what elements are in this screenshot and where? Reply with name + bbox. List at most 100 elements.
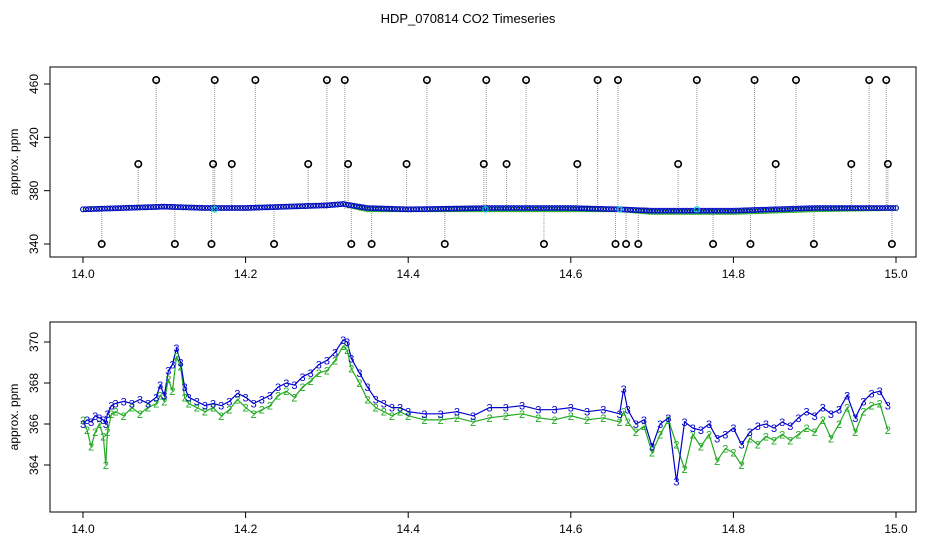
series-3-point-label: 3 xyxy=(621,384,627,396)
series-2-point-label: 2 xyxy=(397,407,403,419)
series-3-point xyxy=(169,204,176,210)
panel1-y-label: approx. ppm xyxy=(7,129,21,196)
flag-point xyxy=(539,240,548,249)
series-3-point xyxy=(819,205,826,211)
series-3-point xyxy=(803,205,810,212)
flag-point xyxy=(344,160,353,169)
series-2-point-label: 2 xyxy=(373,403,379,415)
series-3-point xyxy=(291,203,298,210)
series-3-point xyxy=(475,205,482,212)
series-3-point xyxy=(155,203,162,210)
series-3-point xyxy=(597,205,604,212)
series-3-point xyxy=(153,204,160,210)
series-2-point-label: 2 xyxy=(112,407,118,419)
series-3-point xyxy=(239,205,246,211)
series-2-point-label: 2 xyxy=(755,440,761,452)
series-3-point-label: 3 xyxy=(405,407,411,419)
series-3-point xyxy=(760,206,767,213)
series-3-point-label: 3 xyxy=(657,419,663,431)
series-3-point xyxy=(128,204,135,211)
series-3-point-label: 3 xyxy=(633,419,639,431)
series-3-point-label: 3 xyxy=(470,411,476,423)
series-3-point-label: 3 xyxy=(344,337,350,349)
series-3-point xyxy=(543,205,550,211)
series-3-point xyxy=(638,207,645,214)
series-3-point xyxy=(364,205,371,211)
series-3-point xyxy=(887,205,894,211)
series-3-point xyxy=(245,205,252,211)
panel1-y-axis: 340 380 420 460 xyxy=(27,74,51,254)
series-3-point-label: 3 xyxy=(291,380,297,392)
series-3-point xyxy=(773,206,780,213)
series-3-point-label: 3 xyxy=(820,403,826,415)
series-3-point xyxy=(432,205,439,212)
flag-point xyxy=(502,160,511,169)
series-3-point xyxy=(459,205,466,212)
series-3-point xyxy=(529,205,536,211)
series-3-point xyxy=(830,205,837,211)
series-3-point xyxy=(250,204,257,211)
series-3-point xyxy=(329,201,336,208)
series-3-point xyxy=(519,205,525,211)
series-3-point xyxy=(180,204,187,211)
series-3-point xyxy=(82,206,89,213)
series-3-point-label: 3 xyxy=(88,417,94,429)
series-3-point xyxy=(527,205,534,211)
series-2-point-label: 2 xyxy=(600,413,606,425)
series-3-point xyxy=(326,202,333,209)
series-3-point xyxy=(99,205,105,212)
series-2-point-label: 2 xyxy=(84,425,90,437)
series-3-point xyxy=(605,206,612,212)
series-3-point xyxy=(603,206,609,212)
series-2-point-label: 2 xyxy=(503,411,509,423)
series-3-point xyxy=(299,203,306,210)
series-2-point-label: 2 xyxy=(80,415,86,427)
panel1-series-layer xyxy=(80,201,899,215)
series-3-point-label: 3 xyxy=(340,335,346,347)
series-2-point-label: 2 xyxy=(186,399,192,411)
panel2-y-tick-label: 364 xyxy=(27,455,41,475)
series-3-point-label: 3 xyxy=(706,419,712,431)
series-2-point-label: 2 xyxy=(291,392,297,404)
series-3-point xyxy=(134,204,141,211)
series-3-point xyxy=(635,207,642,214)
series-2-point-label: 2 xyxy=(551,415,557,427)
panel2-y-axis: 364 366 368 370 xyxy=(27,332,51,475)
series-3-point xyxy=(172,204,179,210)
series-2-point-label: 2 xyxy=(804,423,810,435)
series-2-point-label: 2 xyxy=(673,440,679,452)
series-3-point-label: 3 xyxy=(226,396,232,408)
series-2-point-label: 2 xyxy=(103,460,109,472)
series-2-point-label: 2 xyxy=(722,444,728,456)
series-3-point xyxy=(115,205,122,212)
flag-point xyxy=(134,160,143,169)
panel2-x-tick-label: 14.8 xyxy=(722,522,746,536)
series-3-point xyxy=(483,205,490,211)
series-3-point xyxy=(584,205,590,212)
series-3-point xyxy=(288,203,295,210)
series-3-point xyxy=(345,201,352,208)
series-3-point xyxy=(370,205,376,212)
series-3-point xyxy=(85,206,92,213)
series-3-point xyxy=(535,205,542,211)
series-3-point xyxy=(188,204,195,211)
series-3-point-label: 3 xyxy=(381,399,387,411)
panel1-y-tick-label: 460 xyxy=(27,74,41,94)
flag-point xyxy=(479,160,488,169)
series-3-point xyxy=(283,203,290,210)
series-2-point-label: 2 xyxy=(157,390,163,402)
series-3-point xyxy=(435,205,441,212)
series-3-point xyxy=(768,206,775,213)
series-2-point-label: 2 xyxy=(344,345,350,357)
series-3-point xyxy=(386,205,393,212)
series-3-point xyxy=(399,206,406,213)
series-3-point xyxy=(730,207,737,214)
series-3-point-label: 3 xyxy=(210,399,216,411)
series-3-point xyxy=(478,205,485,212)
series-3-point-label: 3 xyxy=(836,405,842,417)
flag-point xyxy=(210,76,219,85)
series-3-point-label: 3 xyxy=(373,394,379,406)
series-2-point-label: 2 xyxy=(568,411,574,423)
flag-point xyxy=(152,76,161,85)
series-3-point xyxy=(462,205,469,212)
